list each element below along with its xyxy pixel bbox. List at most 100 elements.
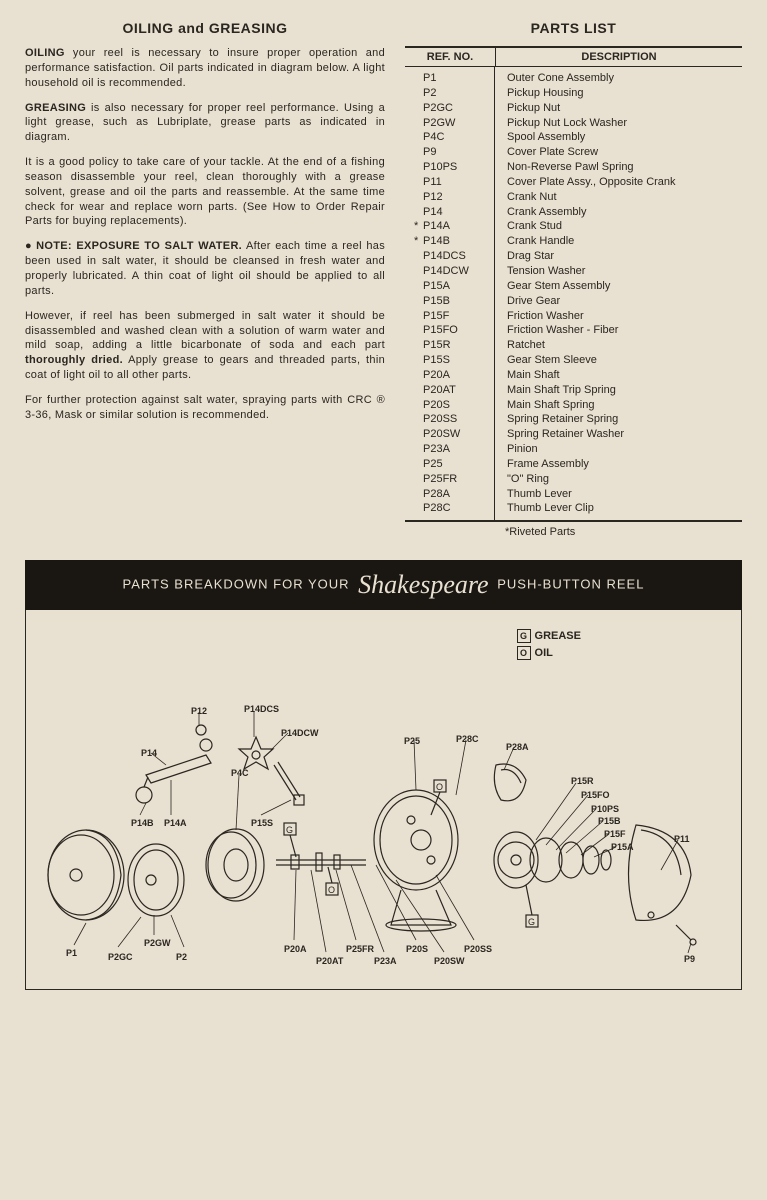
part-ref: P12 [423, 190, 494, 205]
para-policy: It is a good policy to take care of your… [25, 155, 385, 229]
part-desc: Spring Retainer Washer [507, 427, 742, 442]
diagram-label: P15F [604, 829, 626, 839]
part-desc: Gear Stem Assembly [507, 279, 742, 294]
part-ref: P20SS [423, 412, 494, 427]
diagram-label: P20S [406, 944, 428, 954]
part-desc: "O" Ring [507, 472, 742, 487]
parts-list-section: PARTS LIST REF. NO. DESCRIPTION P1P2P2GC… [405, 20, 742, 538]
part-desc: Outer Cone Assembly [507, 71, 742, 86]
diagram-label: P28C [456, 734, 479, 744]
banner-pre: PARTS BREAKDOWN FOR YOUR [123, 577, 350, 592]
para-protection: For further protection against salt wate… [25, 393, 385, 423]
part-ref: P28C [423, 501, 494, 516]
diagram-label: P14A [164, 818, 187, 828]
part-desc: Non-Reverse Pawl Spring [507, 160, 742, 175]
ref-column: P1P2P2GCP2GWP4CP9P10PSP11P12P14*P14A*P14… [405, 67, 495, 520]
oil-label: OIL [535, 647, 553, 659]
part-ref: P28A [423, 487, 494, 502]
diagram-label: P20SS [464, 944, 492, 954]
svg-text:O: O [328, 885, 335, 895]
banner: PARTS BREAKDOWN FOR YOUR Shakespeare PUS… [25, 560, 742, 610]
para-greasing: GREASING is also necessary for proper re… [25, 101, 385, 146]
part-desc: Crank Handle [507, 234, 742, 249]
diagram-label: P20A [284, 944, 307, 954]
desc-column: Outer Cone AssemblyPickup HousingPickup … [495, 67, 742, 520]
part-desc: Main Shaft [507, 368, 742, 383]
para-note: NOTE: EXPOSURE TO SALT WATER. After each… [25, 239, 385, 298]
part-ref: P15A [423, 279, 494, 294]
part-ref: P2GC [423, 101, 494, 116]
legend: GGREASE OOIL [517, 628, 581, 661]
diagram-label: P20AT [316, 956, 343, 966]
diagram-label: P14DCS [244, 704, 279, 714]
diagram-label: P15S [251, 818, 273, 828]
part-ref: P20SW [423, 427, 494, 442]
diagram-label: P2GW [144, 938, 171, 948]
diagram-label: P28A [506, 742, 529, 752]
svg-text:G: G [286, 825, 293, 835]
diagram-label: P9 [684, 954, 695, 964]
part-ref: P14 [423, 205, 494, 220]
svg-text:G: G [528, 917, 535, 927]
part-ref: P15R [423, 338, 494, 353]
diagram-label: P1 [66, 948, 77, 958]
diagram-label: P14B [131, 818, 154, 828]
parts-table: REF. NO. DESCRIPTION P1P2P2GCP2GWP4CP9P1… [405, 46, 742, 522]
grease-label: GREASE [535, 630, 581, 642]
banner-script: Shakespeare [358, 570, 488, 599]
part-ref: P1 [423, 71, 494, 86]
diagram-label: P11 [674, 834, 690, 844]
part-ref: P20S [423, 398, 494, 413]
part-ref: *P14A [423, 219, 494, 234]
banner-post: PUSH-BUTTON REEL [497, 577, 644, 592]
part-ref: P14DCW [423, 264, 494, 279]
part-desc: Pickup Nut [507, 101, 742, 116]
part-desc: Main Shaft Spring [507, 398, 742, 413]
part-ref: P4C [423, 130, 494, 145]
diagram-label: P2GC [108, 952, 133, 962]
part-ref: P9 [423, 145, 494, 160]
part-desc: Cover Plate Screw [507, 145, 742, 160]
part-ref: P15B [423, 294, 494, 309]
diagram-label: P15A [611, 842, 634, 852]
part-desc: Crank Nut [507, 190, 742, 205]
grease-symbol: G [517, 629, 531, 643]
part-desc: Pickup Nut Lock Washer [507, 116, 742, 131]
diagram-label: P2 [176, 952, 187, 962]
part-desc: Gear Stem Sleeve [507, 353, 742, 368]
diagram-label: P14DCW [281, 728, 319, 738]
part-ref: *P14B [423, 234, 494, 249]
svg-text:O: O [436, 782, 443, 792]
part-desc: Spring Retainer Spring [507, 412, 742, 427]
part-desc: Crank Assembly [507, 205, 742, 220]
diagram-label: P20SW [434, 956, 465, 966]
diagram-label: P4C [231, 768, 249, 778]
diagram-label: P15B [598, 816, 621, 826]
diagram-box: G GREASE O OIL G [25, 610, 742, 990]
part-ref: P15S [423, 353, 494, 368]
part-desc: Frame Assembly [507, 457, 742, 472]
diagram-label: P14 [141, 748, 157, 758]
diagram-label: P25 [404, 736, 420, 746]
part-desc: Drive Gear [507, 294, 742, 309]
diagram-label: P25FR [346, 944, 374, 954]
desc-header: DESCRIPTION [496, 48, 742, 66]
oiling-greasing-section: OILING and GREASING OILING your reel is … [25, 20, 385, 538]
diagram-label: P10PS [591, 804, 619, 814]
para-submerged: However, if reel has been submerged in s… [25, 309, 385, 383]
part-ref: P15F [423, 309, 494, 324]
part-ref: P2GW [423, 116, 494, 131]
part-desc: Pinion [507, 442, 742, 457]
part-desc: Friction Washer - Fiber [507, 323, 742, 338]
part-ref: P25FR [423, 472, 494, 487]
part-desc: Cover Plate Assy., Opposite Crank [507, 175, 742, 190]
part-desc: Crank Stud [507, 219, 742, 234]
part-desc: Main Shaft Trip Spring [507, 383, 742, 398]
part-desc: Pickup Housing [507, 86, 742, 101]
part-ref: P23A [423, 442, 494, 457]
part-ref: P20A [423, 368, 494, 383]
parts-list-heading: PARTS LIST [405, 20, 742, 36]
part-desc: Thumb Lever [507, 487, 742, 502]
ref-header: REF. NO. [405, 48, 496, 66]
left-heading: OILING and GREASING [25, 20, 385, 36]
